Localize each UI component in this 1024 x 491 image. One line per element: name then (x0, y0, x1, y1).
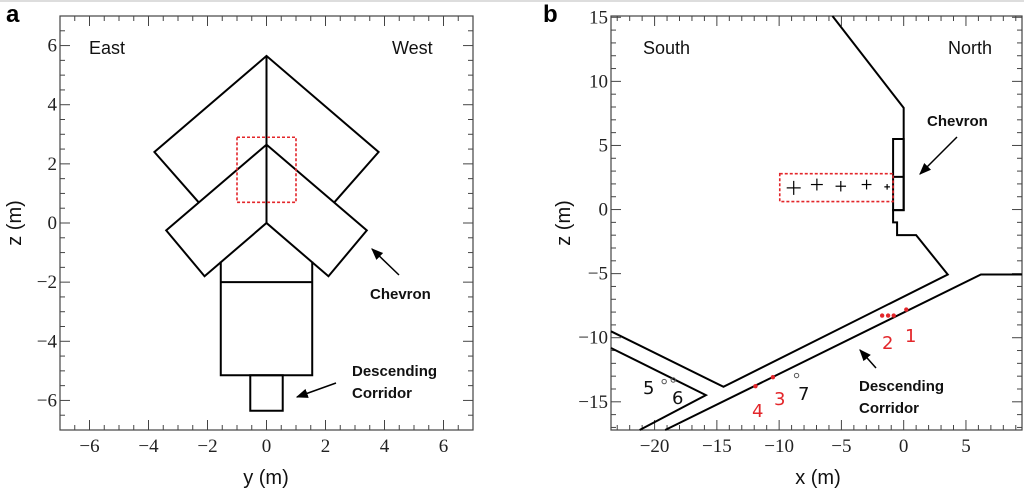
point-marker-6 (670, 377, 676, 383)
y-tick-label: 0 (599, 200, 609, 221)
east-label: East (89, 38, 125, 58)
west-label: West (392, 38, 433, 58)
y-tick-label: −15 (578, 392, 608, 413)
highlight-box (236, 136, 297, 204)
x-tick-label: −10 (764, 436, 794, 457)
corridor-arrow (859, 349, 877, 369)
point-marker-3 (770, 374, 776, 380)
cross-marker (884, 184, 890, 190)
point-label-3: 3 (774, 389, 785, 410)
x-tick-label: −2 (197, 436, 217, 457)
y-tick-label: 15 (589, 7, 608, 28)
north-label: North (948, 38, 992, 58)
x-tick-label: −5 (831, 436, 851, 457)
highlight-box (778, 172, 894, 203)
point-marker-5 (661, 378, 667, 385)
point-label-1: 1 (905, 326, 916, 347)
point-marker-2 (891, 313, 896, 318)
south-label: South (643, 38, 690, 58)
point-label-5: 5 (643, 378, 654, 399)
y-tick-label: −10 (578, 328, 608, 349)
chevron-label: Chevron (370, 286, 431, 303)
chevron-block (892, 138, 905, 212)
y-axis-label: z (m) (4, 200, 26, 246)
x-tick-label: 0 (899, 436, 909, 457)
corridor-label-line2: Corridor (859, 400, 919, 417)
corridor-label-line1: Descending (859, 378, 944, 395)
y-tick-label: −2 (37, 272, 57, 293)
y-tick-label: 0 (48, 213, 58, 234)
x-tick-label: −20 (640, 436, 670, 457)
side-tunnel-wall (610, 347, 709, 431)
point-label-2: 2 (882, 333, 893, 354)
point-marker-1 (904, 307, 909, 312)
upper-wall (610, 15, 950, 388)
x-tick-label: 4 (380, 436, 390, 457)
cross-marker (810, 178, 823, 191)
y-tick-label: 2 (48, 154, 58, 175)
corridor-arrow (295, 382, 337, 398)
x-tick-label: 6 (439, 436, 449, 457)
corridor-label-line2: Corridor (352, 385, 412, 402)
y-tick-label: 4 (48, 95, 58, 116)
point-marker-4 (753, 383, 758, 389)
chevron-label: Chevron (927, 113, 988, 130)
axes: −6 −4 −2 0 2 4 6 −6 −4 −2 0 2 4 6 (37, 15, 474, 457)
x-tick-label: −4 (138, 436, 159, 457)
chevron-arrow (919, 136, 958, 175)
x-axis-label: x (m) (795, 467, 841, 489)
point-marker-2 (885, 313, 891, 318)
point-marker-2 (879, 313, 885, 318)
plot-frame (610, 15, 1023, 431)
panel-letter-a: a (6, 1, 20, 28)
cross-marker (835, 180, 847, 192)
y-tick-label: −6 (37, 390, 57, 411)
corridor-label-line1: Descending (352, 363, 437, 380)
x-tick-label: 0 (262, 436, 272, 457)
y-axis-label: z (m) (553, 200, 575, 246)
corridor-lower-wall (664, 273, 1022, 431)
cross-marker (861, 179, 872, 190)
y-tick-label: 10 (589, 71, 608, 92)
chevron-arrow (371, 248, 400, 276)
y-tick-label: 5 (599, 135, 609, 156)
point-marker-7 (793, 372, 800, 379)
x-tick-label: 5 (961, 436, 971, 457)
cross-marker (786, 180, 801, 195)
y-tick-label: −5 (588, 264, 608, 285)
point-label-4: 4 (752, 401, 763, 422)
x-axis-label: y (m) (243, 467, 289, 489)
y-tick-label: −4 (37, 331, 58, 352)
point-label-7: 7 (798, 384, 809, 405)
panel-letter-b: b (543, 1, 558, 28)
corridor-lower-box (249, 374, 284, 412)
x-tick-label: −6 (79, 436, 99, 457)
point-label-6: 6 (672, 388, 683, 409)
x-tick-label: −15 (702, 436, 732, 457)
y-tick-label: 6 (48, 36, 58, 57)
corridor-upper-box (219, 261, 314, 377)
panel-a: a East West Chevron Descending Corridor … (4, 1, 474, 489)
panel-b: b South North Chevron Descending Corrido… (543, 1, 1023, 489)
x-tick-label: 2 (321, 436, 331, 457)
